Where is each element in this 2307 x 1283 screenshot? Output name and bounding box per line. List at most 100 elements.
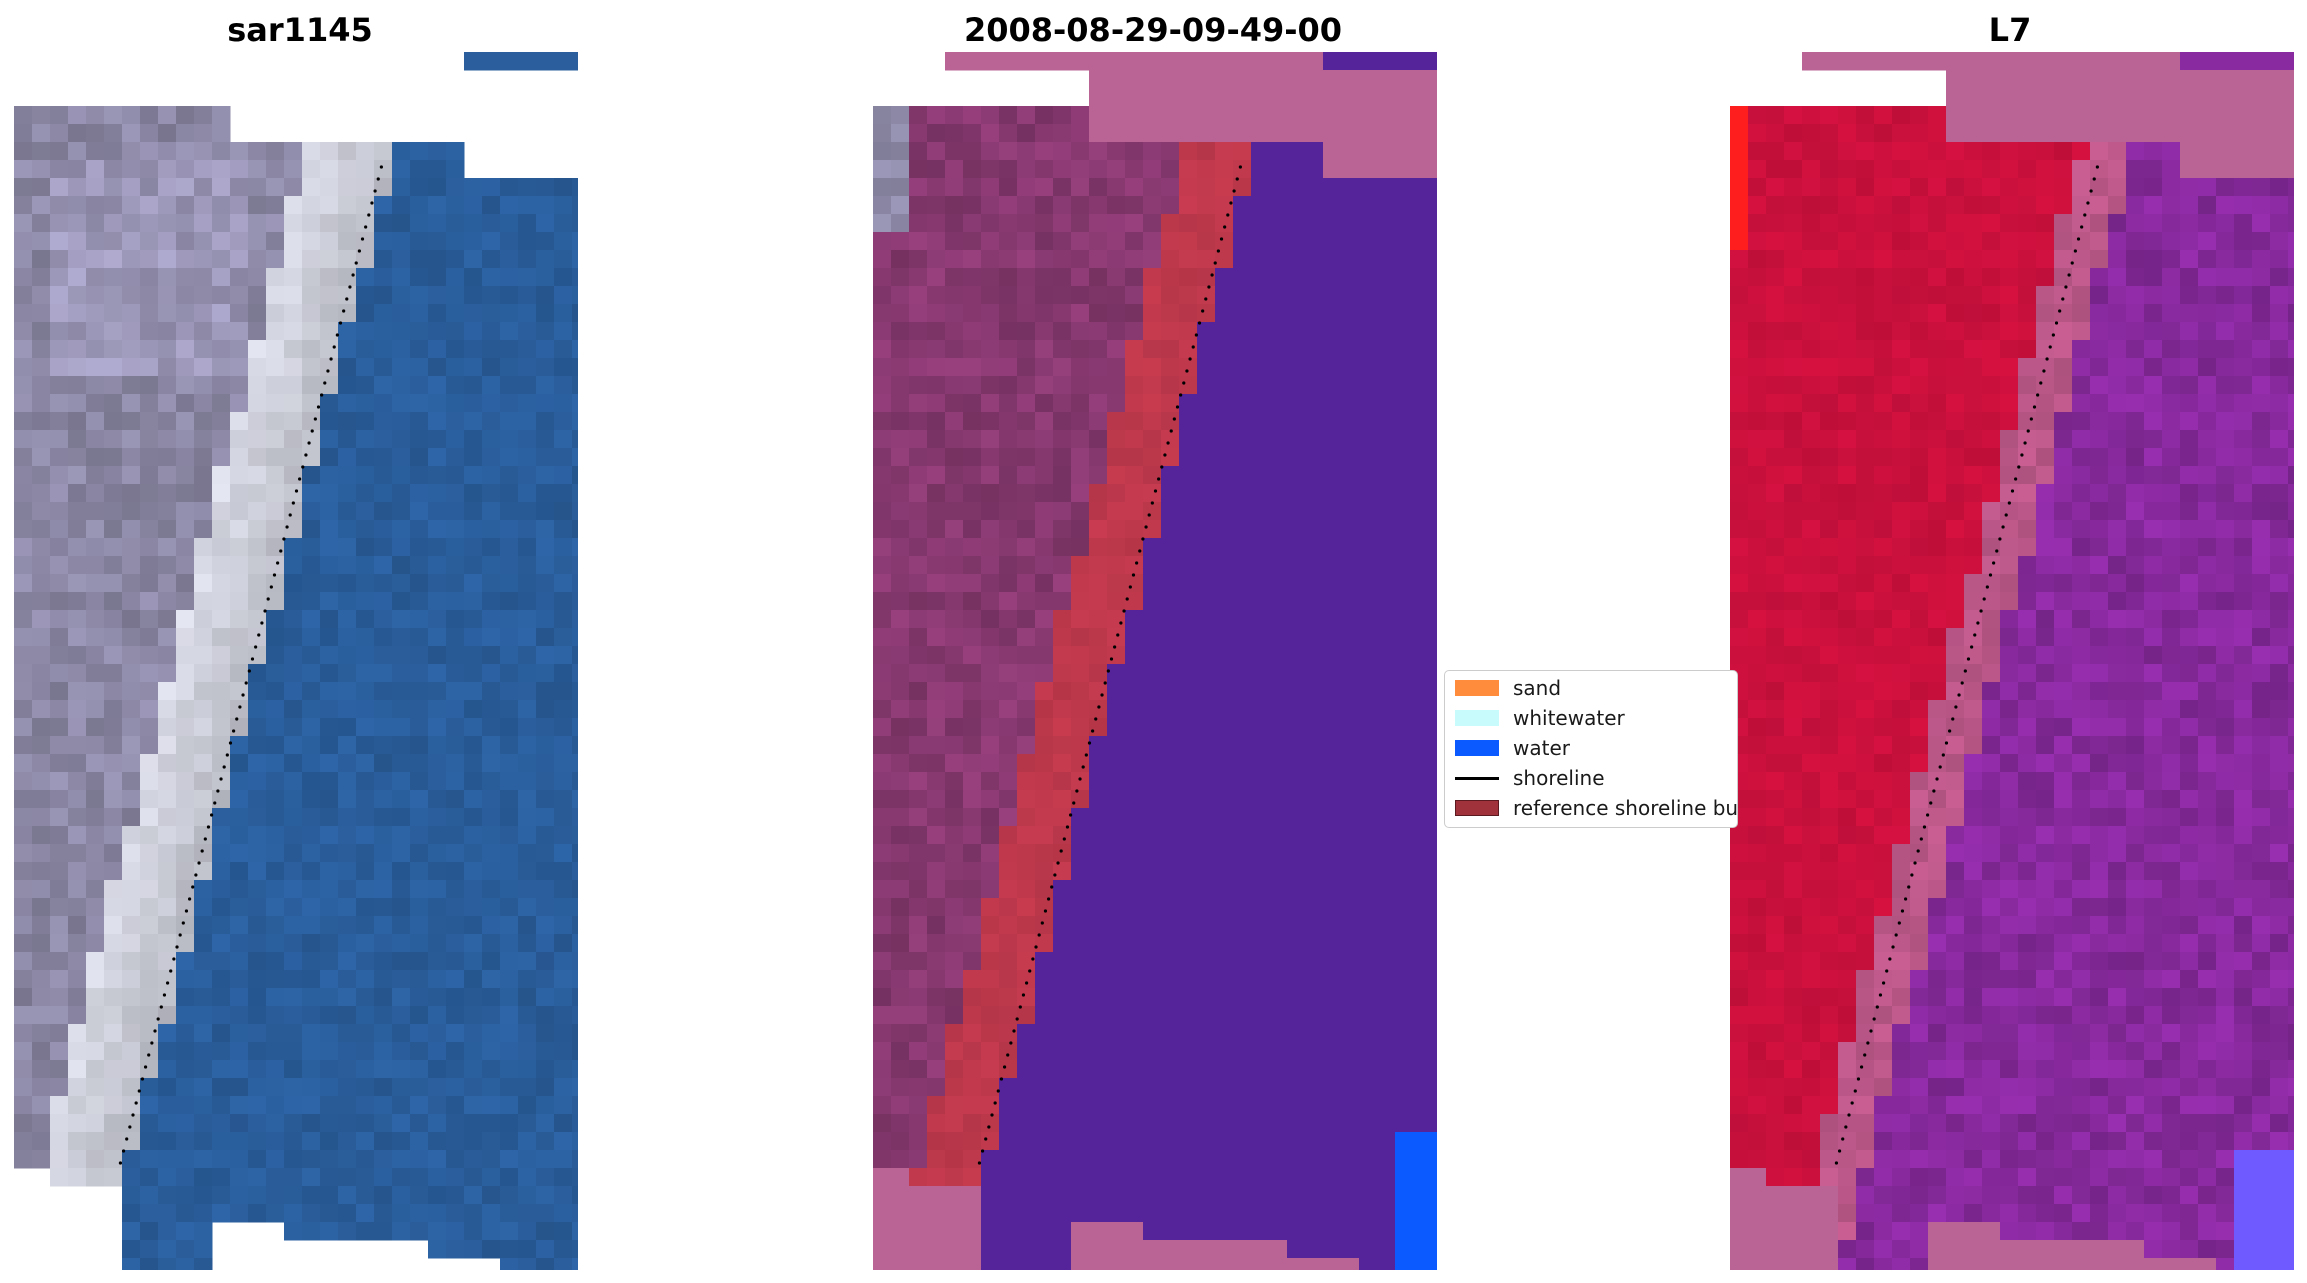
pixel-cell bbox=[32, 574, 51, 593]
pixel-cell bbox=[482, 520, 501, 539]
pixel-cell bbox=[500, 934, 519, 953]
pixel-cell bbox=[1359, 898, 1378, 917]
pixel-cell bbox=[1071, 898, 1090, 917]
pixel-cell bbox=[86, 736, 105, 755]
pixel-cell bbox=[891, 340, 910, 359]
pixel-cell bbox=[981, 808, 1000, 827]
pixel-cell bbox=[212, 1078, 231, 1097]
pixel-cell bbox=[1431, 934, 1437, 953]
pixel-cell bbox=[572, 862, 578, 881]
pixel-cell bbox=[1035, 826, 1054, 845]
pixel-cell bbox=[446, 682, 465, 701]
pixel-cell bbox=[428, 412, 447, 431]
pixel-cell bbox=[1251, 394, 1270, 413]
pixel-cell bbox=[2090, 52, 2109, 71]
rgb-image-panel bbox=[14, 52, 578, 1270]
pixel-cell bbox=[1053, 880, 1072, 899]
pixel-cell bbox=[446, 430, 465, 449]
pixel-cell bbox=[1305, 304, 1324, 323]
pixel-cell bbox=[1125, 574, 1144, 593]
pixel-cell bbox=[2036, 412, 2055, 431]
pixel-cell bbox=[320, 304, 339, 323]
pixel-cell bbox=[1874, 322, 1893, 341]
pixel-cell bbox=[1017, 268, 1036, 287]
pixel-cell bbox=[572, 754, 578, 773]
pixel-cell bbox=[1359, 178, 1378, 197]
pixel-cell bbox=[446, 790, 465, 809]
pixel-cell bbox=[122, 880, 141, 899]
pixel-cell bbox=[1395, 862, 1414, 881]
pixel-cell bbox=[1215, 844, 1234, 863]
pixel-cell bbox=[14, 178, 33, 197]
pixel-cell bbox=[927, 844, 946, 863]
pixel-cell bbox=[1089, 646, 1108, 665]
pixel-cell bbox=[428, 1096, 447, 1115]
pixel-cell bbox=[1197, 916, 1216, 935]
pixel-cell bbox=[2054, 124, 2073, 143]
pixel-cell bbox=[1215, 358, 1234, 377]
pixel-cell bbox=[86, 1114, 105, 1133]
pixel-cell bbox=[1892, 142, 1911, 161]
pixel-cell bbox=[1359, 754, 1378, 773]
pixel-cell bbox=[2018, 394, 2037, 413]
pixel-cell bbox=[1892, 430, 1911, 449]
pixel-cell bbox=[891, 718, 910, 737]
pixel-cell bbox=[482, 214, 501, 233]
pixel-cell bbox=[410, 700, 429, 719]
pixel-cell bbox=[392, 178, 411, 197]
pixel-cell bbox=[374, 1096, 393, 1115]
pixel-cell bbox=[1269, 88, 1288, 107]
pixel-cell bbox=[518, 916, 537, 935]
pixel-cell bbox=[1125, 160, 1144, 179]
pixel-cell bbox=[266, 790, 285, 809]
pixel-cell bbox=[1964, 304, 1983, 323]
pixel-cell bbox=[374, 286, 393, 305]
pixel-cell bbox=[1359, 934, 1378, 953]
pixel-cell bbox=[140, 412, 159, 431]
pixel-cell bbox=[1251, 736, 1270, 755]
pixel-cell bbox=[302, 682, 321, 701]
pixel-cell bbox=[1305, 142, 1324, 161]
pixel-cell bbox=[230, 862, 249, 881]
pixel-cell bbox=[302, 898, 321, 917]
pixel-cell bbox=[68, 178, 87, 197]
pixel-cell bbox=[873, 808, 892, 827]
pixel-cell bbox=[1197, 1024, 1216, 1043]
pixel-cell bbox=[891, 1222, 910, 1241]
pixel-cell bbox=[1251, 970, 1270, 989]
pixel-cell bbox=[320, 142, 339, 161]
pixel-cell bbox=[428, 286, 447, 305]
pixel-cell bbox=[1341, 862, 1360, 881]
pixel-cell bbox=[572, 880, 578, 899]
pixel-cell bbox=[1179, 160, 1198, 179]
pixel-cell bbox=[1017, 1168, 1036, 1187]
pixel-cell bbox=[1377, 772, 1396, 791]
pixel-cell bbox=[536, 646, 555, 665]
pixel-cell bbox=[1143, 214, 1162, 233]
pixel-cell bbox=[1107, 1222, 1126, 1241]
pixel-cell bbox=[1125, 520, 1144, 539]
pixel-cell bbox=[356, 232, 375, 251]
pixel-cell bbox=[891, 1168, 910, 1187]
pixel-cell bbox=[284, 1006, 303, 1025]
pixel-cell bbox=[891, 250, 910, 269]
pixel-cell bbox=[410, 394, 429, 413]
pixel-cell bbox=[1323, 988, 1342, 1007]
pixel-cell bbox=[212, 340, 231, 359]
pixel-cell bbox=[1035, 250, 1054, 269]
pixel-cell bbox=[230, 304, 249, 323]
pixel-cell bbox=[266, 772, 285, 791]
pixel-cell bbox=[1197, 214, 1216, 233]
pixel-cell bbox=[518, 898, 537, 917]
pixel-cell bbox=[1377, 448, 1396, 467]
pixel-cell bbox=[2000, 394, 2019, 413]
pixel-cell bbox=[392, 772, 411, 791]
pixel-cell bbox=[122, 376, 141, 395]
pixel-cell bbox=[266, 142, 285, 161]
pixel-cell bbox=[1269, 124, 1288, 143]
pixel-cell bbox=[572, 574, 578, 593]
pixel-cell bbox=[1089, 160, 1108, 179]
pixel-cell bbox=[873, 646, 892, 665]
pixel-cell bbox=[284, 862, 303, 881]
pixel-cell bbox=[338, 196, 357, 215]
